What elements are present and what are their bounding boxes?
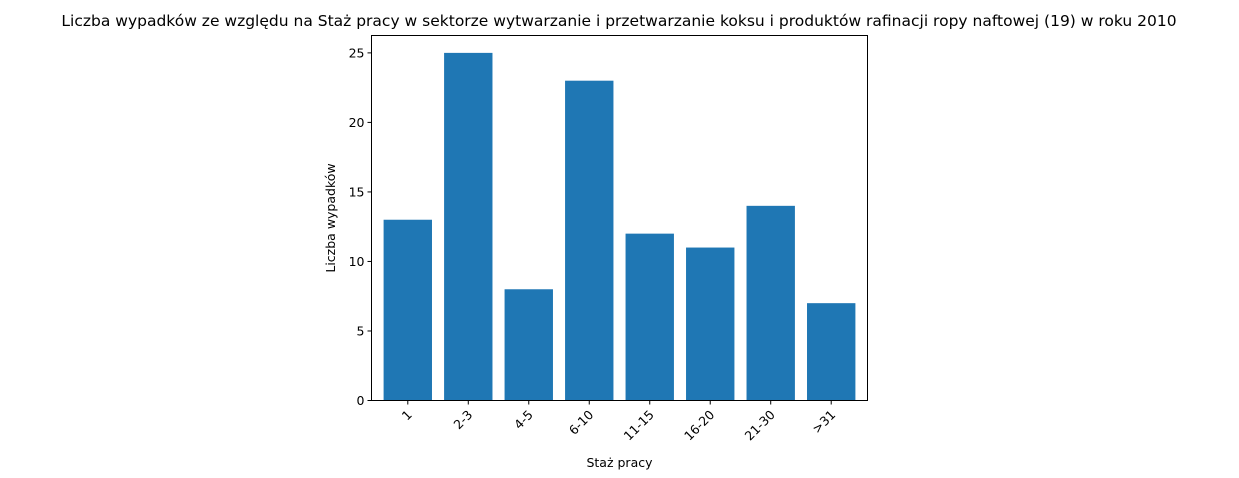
chart-title: Liczba wypadków ze względu na Staż pracy… (61, 12, 1176, 30)
y-axis: 0 5 10 15 20 25 (349, 45, 372, 408)
bar-6-10 (565, 80, 614, 401)
y-axis-label: Liczba wypadków (323, 163, 338, 272)
bar->31 (807, 303, 856, 401)
bar-16-20 (686, 247, 735, 401)
x-tick-label: 1 (399, 407, 415, 423)
bar-1 (383, 219, 432, 401)
y-tick-label: 25 (349, 45, 365, 60)
y-tick-label: 5 (357, 323, 365, 338)
x-tick-label: 11-15 (621, 407, 657, 443)
bar-2-3 (444, 52, 493, 401)
y-tick-label: 20 (349, 115, 365, 130)
x-tick-label: 4-5 (511, 407, 536, 432)
x-axis: 1 2-3 4-5 6-10 11-15 16-20 21-30 >31 (399, 400, 838, 443)
bar-11-15 (625, 233, 674, 401)
x-axis-label: Staż pracy (586, 455, 653, 470)
x-tick-label: 2-3 (450, 407, 475, 432)
x-tick-label: >31 (809, 407, 838, 436)
y-tick-label: 10 (349, 254, 365, 269)
y-tick-label: 15 (349, 184, 365, 199)
bars (383, 52, 856, 401)
x-tick-label: 6-10 (566, 407, 597, 438)
x-tick-label: 16-20 (681, 407, 717, 443)
x-tick-label: 21-30 (742, 407, 778, 443)
plot-frame (371, 35, 868, 401)
bar-21-30 (746, 205, 795, 401)
y-tick-label: 0 (357, 393, 365, 408)
bar-4-5 (504, 289, 553, 401)
